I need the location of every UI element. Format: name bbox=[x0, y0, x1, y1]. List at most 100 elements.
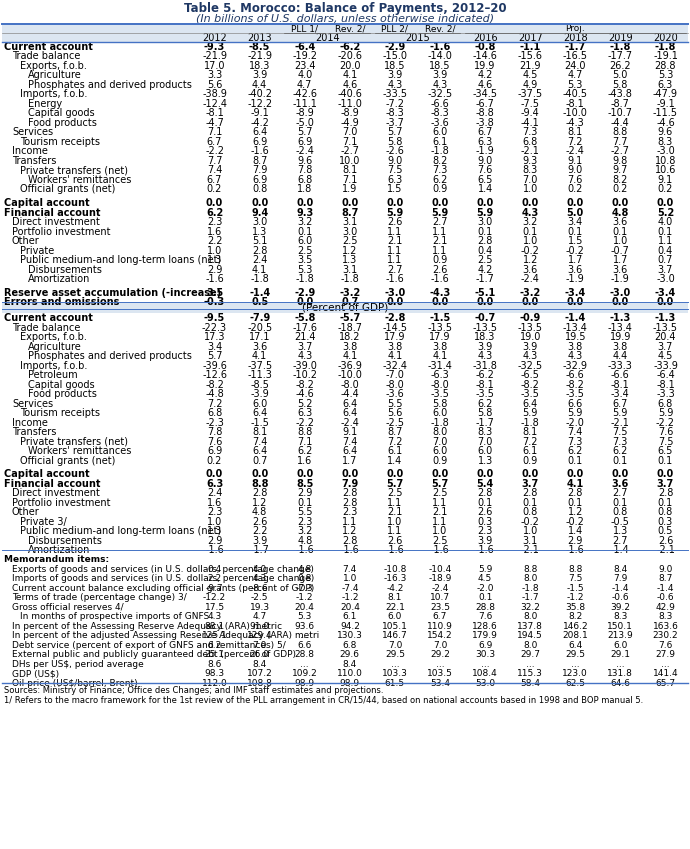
Text: Errors and omissions: Errors and omissions bbox=[4, 297, 119, 307]
Text: 8.7: 8.7 bbox=[341, 207, 359, 217]
Text: 7.1: 7.1 bbox=[207, 127, 222, 138]
Text: 9.3: 9.3 bbox=[522, 155, 538, 166]
Text: 2.6: 2.6 bbox=[387, 536, 402, 546]
Text: 5.9: 5.9 bbox=[431, 207, 448, 217]
Text: 1.6: 1.6 bbox=[297, 456, 313, 465]
Text: 0.1: 0.1 bbox=[522, 498, 538, 508]
Text: -1.5: -1.5 bbox=[250, 418, 269, 428]
Text: -20.6: -20.6 bbox=[337, 51, 362, 61]
Text: -1.4: -1.4 bbox=[657, 584, 674, 593]
Text: Portfolio investment: Portfolio investment bbox=[12, 227, 110, 237]
Text: 1.3: 1.3 bbox=[207, 526, 222, 537]
Text: -2.7: -2.7 bbox=[340, 146, 359, 156]
Text: 6.7: 6.7 bbox=[207, 175, 222, 185]
Text: -1.5: -1.5 bbox=[566, 584, 584, 593]
Text: -1.6: -1.6 bbox=[431, 274, 449, 284]
Text: Amortization: Amortization bbox=[28, 545, 90, 555]
Text: 29.2: 29.2 bbox=[430, 650, 450, 660]
Text: 6.9: 6.9 bbox=[297, 137, 313, 147]
Text: 128.6: 128.6 bbox=[472, 621, 498, 631]
Text: 0.0: 0.0 bbox=[657, 297, 674, 307]
Text: -3.8: -3.8 bbox=[475, 118, 495, 127]
Text: -2.2: -2.2 bbox=[656, 418, 675, 428]
Text: 2.8: 2.8 bbox=[252, 488, 267, 498]
Text: -17.6: -17.6 bbox=[293, 323, 317, 333]
Text: 109.2: 109.2 bbox=[292, 669, 317, 678]
Text: 9.7: 9.7 bbox=[613, 166, 628, 175]
Text: -13.5: -13.5 bbox=[518, 323, 542, 333]
Text: 163.6: 163.6 bbox=[653, 621, 678, 631]
Text: 0.2: 0.2 bbox=[207, 184, 222, 194]
Text: Other: Other bbox=[12, 508, 40, 517]
Text: 3.2: 3.2 bbox=[297, 217, 313, 227]
Text: Exports of goods and services (in U.S. dollars, percentage change): Exports of goods and services (in U.S. d… bbox=[12, 565, 314, 574]
Text: -18.7: -18.7 bbox=[337, 323, 362, 333]
Text: 0.0: 0.0 bbox=[522, 469, 539, 480]
Text: 2.8: 2.8 bbox=[342, 488, 357, 498]
Text: 2.8: 2.8 bbox=[477, 488, 493, 498]
Text: -14.5: -14.5 bbox=[382, 323, 407, 333]
Text: 2013: 2013 bbox=[247, 32, 272, 42]
Text: -3.7: -3.7 bbox=[386, 118, 404, 127]
Text: 146.2: 146.2 bbox=[562, 621, 588, 631]
Text: Current account balance excluding official grants (percent of GDP): Current account balance excluding offici… bbox=[12, 584, 314, 593]
Text: 0.0: 0.0 bbox=[206, 198, 223, 208]
Text: -8.0: -8.0 bbox=[431, 380, 449, 390]
Text: Tourism receipts: Tourism receipts bbox=[20, 408, 100, 418]
Text: 0.0: 0.0 bbox=[612, 469, 629, 480]
Text: 18.2: 18.2 bbox=[339, 332, 361, 342]
Text: 7.2: 7.2 bbox=[387, 436, 403, 447]
Text: -6.2: -6.2 bbox=[339, 42, 360, 52]
Text: -8.2: -8.2 bbox=[566, 380, 584, 390]
Text: 7.8: 7.8 bbox=[297, 166, 313, 175]
Text: 10.8: 10.8 bbox=[655, 155, 676, 166]
Text: 6.1: 6.1 bbox=[433, 137, 448, 147]
Text: 6.2: 6.2 bbox=[613, 446, 628, 456]
Text: -3.6: -3.6 bbox=[386, 389, 404, 399]
Text: 4.8: 4.8 bbox=[297, 565, 312, 574]
Text: 2.8: 2.8 bbox=[658, 488, 673, 498]
Text: -2.2: -2.2 bbox=[295, 418, 314, 428]
Text: 32.2: 32.2 bbox=[520, 603, 540, 612]
Text: 29.6: 29.6 bbox=[339, 650, 359, 660]
Text: Capital account: Capital account bbox=[4, 198, 90, 208]
Text: 0.0: 0.0 bbox=[296, 297, 313, 307]
Text: -2.0: -2.0 bbox=[476, 584, 494, 593]
Text: 10.0: 10.0 bbox=[339, 155, 360, 166]
Text: -16.3: -16.3 bbox=[383, 574, 406, 583]
Text: 6.4: 6.4 bbox=[342, 398, 357, 408]
Text: 2019: 2019 bbox=[608, 32, 633, 42]
Text: 4.7: 4.7 bbox=[297, 80, 313, 90]
Text: -4.4: -4.4 bbox=[611, 118, 630, 127]
Text: 4.3: 4.3 bbox=[433, 80, 448, 90]
Text: Imports of goods and services (in U.S. dollars, percentage change): Imports of goods and services (in U.S. d… bbox=[12, 574, 314, 583]
Text: 20.0: 20.0 bbox=[339, 61, 361, 70]
Text: 0.0: 0.0 bbox=[522, 297, 539, 307]
Text: ...: ... bbox=[571, 660, 580, 669]
Text: 29.5: 29.5 bbox=[565, 650, 585, 660]
Text: 2.8: 2.8 bbox=[522, 488, 538, 498]
Text: 2018: 2018 bbox=[563, 32, 588, 42]
Text: 5.6: 5.6 bbox=[387, 408, 402, 418]
Text: Debt service (percent of export of GNFS and remittances) 5/: Debt service (percent of export of GNFS … bbox=[12, 641, 286, 649]
Text: 0.1: 0.1 bbox=[477, 498, 493, 508]
Text: 6.2: 6.2 bbox=[206, 207, 223, 217]
Text: -1.2: -1.2 bbox=[296, 593, 313, 602]
Text: 0.8: 0.8 bbox=[252, 184, 267, 194]
Text: 7.0: 7.0 bbox=[388, 641, 402, 649]
Text: -0.2: -0.2 bbox=[521, 245, 540, 256]
Text: 20.4: 20.4 bbox=[295, 603, 315, 612]
Text: 4.1: 4.1 bbox=[252, 265, 267, 274]
Text: 0.0: 0.0 bbox=[612, 297, 629, 307]
Text: 3.9: 3.9 bbox=[522, 341, 538, 351]
Text: 0.1: 0.1 bbox=[658, 498, 673, 508]
Text: 5.7: 5.7 bbox=[431, 479, 448, 489]
Text: 35.8: 35.8 bbox=[565, 603, 585, 612]
Text: 10.6: 10.6 bbox=[655, 166, 676, 175]
Text: 130.3: 130.3 bbox=[337, 632, 363, 640]
Text: -12.6: -12.6 bbox=[202, 370, 227, 380]
Text: -3.0: -3.0 bbox=[384, 288, 406, 298]
Text: 5.6: 5.6 bbox=[207, 80, 222, 90]
Text: Rev. 2/: Rev. 2/ bbox=[425, 24, 455, 33]
Text: 8.3: 8.3 bbox=[477, 427, 493, 437]
